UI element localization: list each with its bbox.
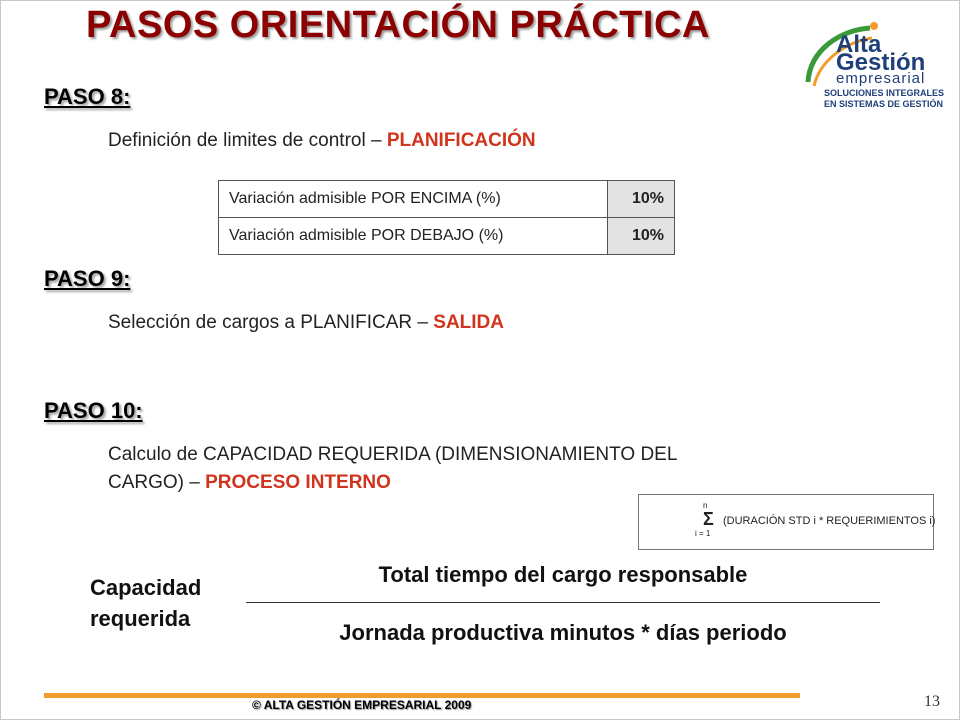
table-row: Variación admisible POR ENCIMA (%) 10% bbox=[218, 180, 675, 218]
paso-8-heading: PASO 8: bbox=[44, 84, 131, 109]
logo-tagline-2: EN SISTEMAS DE GESTIÓN bbox=[824, 99, 944, 109]
capacity-label-line2: requerida bbox=[90, 606, 191, 631]
paso-9-description: Selección de cargos a PLANIFICAR – bbox=[108, 312, 434, 333]
slide-title: PASOS ORIENTACIÓN PRÁCTICA bbox=[86, 4, 710, 46]
fraction-numerator: Total tiempo del cargo responsable bbox=[378, 562, 748, 587]
company-logo: Alta Gestión empresarial SOLUCIONES INTE… bbox=[800, 20, 950, 120]
paso-10-accent: PROCESO INTERNO bbox=[205, 472, 391, 493]
paso-8-text: Definición de limites de control – PLANI… bbox=[108, 130, 536, 152]
limit-value: 10% bbox=[607, 217, 675, 255]
logo-tagline-1: SOLUCIONES INTEGRALES bbox=[824, 88, 945, 98]
formula-upper-limit: n bbox=[703, 501, 708, 510]
capacity-label-line1: Capacidad bbox=[90, 575, 202, 600]
paso-9-text: Selección de cargos a PLANIFICAR – SALID… bbox=[108, 312, 504, 334]
page-number: 13 bbox=[924, 693, 940, 710]
logo-word-gestion: Gestión bbox=[836, 49, 926, 76]
fraction-denominator: Jornada productiva minutos * días period… bbox=[339, 620, 787, 645]
paso-10-heading: PASO 10: bbox=[44, 398, 143, 423]
table-row: Variación admisible POR DEBAJO (%) 10% bbox=[218, 217, 675, 255]
paso-9-accent: SALIDA bbox=[433, 312, 504, 333]
logo-word-empresarial: empresarial bbox=[836, 70, 926, 87]
paso-8-accent: PLANIFICACIÓN bbox=[386, 130, 536, 151]
fraction-divider bbox=[246, 602, 880, 603]
logo-swoosh-icon bbox=[805, 22, 878, 87]
copyright-notice: © ALTA GESTIÓN EMPRESARIAL 2009 bbox=[252, 698, 472, 712]
paso-8-description: Definición de limites de control – bbox=[108, 130, 387, 151]
formula-lower-limit: i = 1 bbox=[695, 529, 711, 538]
control-limits-table: Variación admisible POR ENCIMA (%) 10% V… bbox=[218, 180, 675, 255]
sigma-icon: Σ bbox=[703, 509, 714, 529]
paso-10-description: CARGO) – bbox=[108, 472, 206, 493]
formula-expression: (DURACIÓN STD i * REQUERIMIENTOS i) bbox=[723, 515, 936, 527]
footer-accent-bar bbox=[44, 693, 800, 698]
logo-word-alta: Alta bbox=[836, 31, 882, 58]
paso-10-text-line1: Calculo de CAPACIDAD REQUERIDA (DIMENSIO… bbox=[108, 444, 678, 465]
paso-10-text-line2: CARGO) – PROCESO INTERNO bbox=[108, 472, 391, 494]
limit-value: 10% bbox=[607, 180, 675, 218]
limit-label: Variación admisible POR DEBAJO (%) bbox=[218, 217, 608, 255]
limit-label: Variación admisible POR ENCIMA (%) bbox=[218, 180, 608, 218]
capacity-label: Capacidad requerida bbox=[90, 572, 250, 634]
paso-9-heading: PASO 9: bbox=[44, 266, 131, 291]
summation-formula: n Σ (DURACIÓN STD i * REQUERIMIENTOS i) … bbox=[638, 494, 936, 550]
